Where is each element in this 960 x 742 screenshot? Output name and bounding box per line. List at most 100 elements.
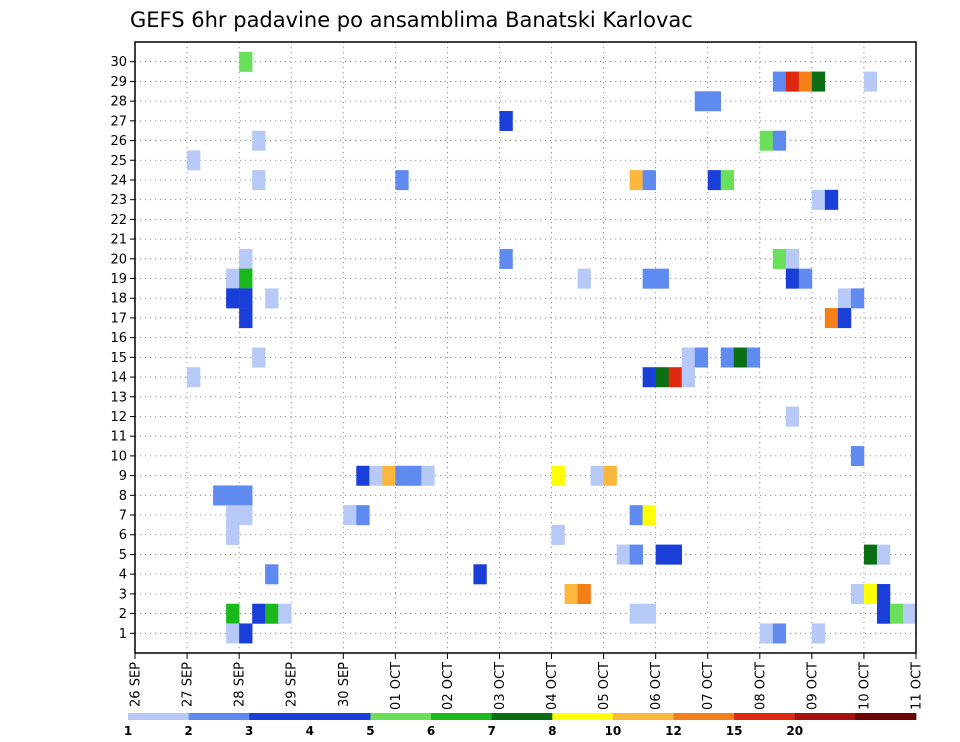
heatmap-cell [681, 367, 696, 388]
heatmap-cell [239, 288, 253, 309]
y-tick-label: 14 [110, 371, 127, 386]
heatmap-cell [902, 603, 917, 624]
heatmap-cell [187, 150, 201, 171]
x-tick-label: 27 SEP [181, 662, 196, 707]
y-tick-label: 22 [110, 213, 127, 228]
heatmap-cell [850, 446, 865, 467]
heatmap-cell [252, 603, 266, 624]
heatmap-cell [655, 268, 669, 289]
y-tick-label: 11 [110, 430, 127, 445]
heatmap-cell [772, 130, 787, 151]
y-tick-label: 6 [119, 528, 127, 543]
heatmap-cell [694, 347, 709, 368]
heatmap-cell [837, 288, 852, 309]
y-tick-label: 21 [110, 233, 127, 248]
colorbar-label: 4 [306, 724, 314, 738]
y-tick-label: 5 [119, 548, 127, 563]
heatmap-cell [213, 485, 227, 506]
colorbar-label: 3 [245, 724, 253, 738]
colorbar-segment [673, 713, 735, 720]
heatmap-cell [642, 367, 656, 388]
heatmap-cell [759, 130, 774, 151]
heatmap-cell [395, 170, 409, 191]
y-tick-label: 1 [119, 627, 127, 642]
heatmap-cell [226, 524, 240, 545]
heatmap-cell [837, 308, 852, 329]
colorbar-segment [188, 713, 250, 720]
colorbar-segment [128, 713, 190, 720]
colorbar-label: 7 [488, 724, 496, 738]
heatmap-cell [252, 130, 266, 151]
heatmap-cell [629, 170, 643, 191]
heatmap-cell [876, 544, 891, 565]
colorbar-segment [552, 713, 614, 720]
heatmap-cell [746, 347, 761, 368]
heatmap-cell [226, 623, 240, 644]
heatmap-cell [278, 603, 292, 624]
colorbar-segment [370, 713, 432, 720]
heatmap-cell [824, 308, 839, 329]
colorbar-segment [249, 713, 311, 720]
heatmap-cell [473, 564, 487, 585]
heatmap-cell [863, 544, 878, 565]
heatmap-cell [356, 505, 370, 526]
heatmap-cell [499, 110, 513, 131]
heatmap-cell [187, 367, 201, 388]
heatmap-cell [226, 505, 240, 526]
heatmap-cell [382, 465, 396, 486]
heatmap-cell [720, 170, 735, 191]
heatmap-cell [577, 268, 591, 289]
heatmap-cell [239, 485, 253, 506]
heatmap-cell [811, 189, 826, 210]
colorbar-label: 2 [184, 724, 192, 738]
y-tick-label: 23 [110, 193, 127, 208]
heatmap-cell [655, 544, 669, 565]
heatmap-cell [226, 288, 240, 309]
heatmap-cell [629, 544, 643, 565]
cells [187, 51, 917, 644]
heatmap-cell [408, 465, 422, 486]
y-tick-label: 27 [110, 114, 127, 129]
heatmap-cell [850, 584, 865, 605]
heatmap-cell [239, 51, 253, 72]
heatmap-cell [668, 367, 682, 388]
y-tick-label: 30 [110, 55, 127, 70]
y-tick-label: 9 [119, 469, 127, 484]
colorbar-label: 15 [726, 724, 743, 738]
heatmap-cell [369, 465, 383, 486]
colorbar-label: 5 [366, 724, 374, 738]
heatmap-cell [564, 584, 578, 605]
heatmap-cell [681, 347, 696, 368]
heatmap-cell [707, 170, 722, 191]
heatmap-cell [824, 189, 839, 210]
colorbar: 1 2 3 4 5 6 7 8 10 12 15 20 [124, 713, 917, 738]
colorbar-segment [309, 713, 371, 720]
plot-frame [134, 41, 917, 654]
heatmap-cell [265, 603, 279, 624]
y-tick-label: 2 [119, 607, 127, 622]
x-tick-label: 28 SEP [233, 662, 248, 707]
heatmap-cell [772, 248, 787, 269]
heatmap-cell [642, 268, 656, 289]
x-tick-label: 04 OCT [545, 662, 560, 710]
y-tick-label: 28 [110, 95, 127, 110]
x-tick-label: 03 OCT [493, 662, 508, 710]
heatmap-cell [226, 603, 240, 624]
heatmap-cell [252, 170, 266, 191]
y-tick-label: 20 [110, 252, 127, 267]
heatmap-cell [785, 268, 800, 289]
heatmap-cell [811, 623, 826, 644]
colorbar-label: 8 [548, 724, 556, 738]
heatmap-cell [863, 584, 878, 605]
x-tick-label: 11 OCT [910, 662, 925, 710]
y-tick-label: 10 [110, 449, 127, 464]
heatmap-cell [265, 288, 279, 309]
y-tick-label: 7 [119, 509, 127, 524]
heatmap-cell [876, 603, 891, 624]
x-tick-label: 07 OCT [701, 662, 716, 710]
y-tick-label: 16 [110, 331, 127, 346]
y-tick-label: 24 [110, 173, 127, 188]
y-tick-label: 12 [110, 410, 127, 425]
heatmap-cell [577, 584, 591, 605]
